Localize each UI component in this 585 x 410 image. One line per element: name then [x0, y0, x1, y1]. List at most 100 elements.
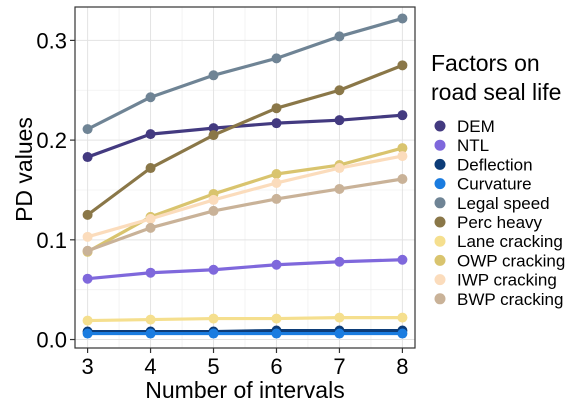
data-point-bwp-cracking: [145, 222, 156, 233]
legend-label: BWP cracking: [457, 290, 563, 309]
legend-item-bwp-cracking: BWP cracking: [434, 290, 563, 309]
plot-border: [74, 6, 416, 349]
data-point-iwp-cracking: [334, 163, 345, 174]
legend-label: Curvature: [457, 175, 532, 194]
data-point-curvature: [145, 328, 156, 339]
data-point-lane-cracking: [397, 312, 408, 323]
data-point-iwp-cracking: [397, 151, 408, 162]
legend-swatch: [434, 274, 446, 286]
data-point-dem: [145, 129, 156, 140]
legend-swatch: [434, 293, 446, 305]
legend-label: OWP cracking: [457, 251, 565, 270]
data-point-dem: [334, 115, 345, 126]
data-point-iwp-cracking: [145, 213, 156, 224]
data-point-ntl: [208, 264, 219, 275]
x-tick-label: 5: [207, 354, 219, 379]
series-ntl: [82, 254, 408, 284]
legend-swatch: [434, 254, 446, 266]
data-point-bwp-cracking: [208, 205, 219, 216]
data-point-ntl: [145, 267, 156, 278]
series-curvature: [82, 328, 408, 339]
y-tick-label: 0.0: [36, 328, 67, 353]
legend-title-line-1: Factors on: [431, 50, 540, 76]
data-point-iwp-cracking: [208, 194, 219, 205]
legend: Factors on road seal life DEMNTLDeflecti…: [431, 50, 565, 309]
series-legal-speed: [82, 13, 408, 135]
data-point-iwp-cracking: [271, 177, 282, 188]
series-line-iwp-cracking: [85, 154, 405, 239]
data-point-lane-cracking: [82, 315, 93, 326]
data-point-bwp-cracking: [271, 193, 282, 204]
axes: 0.0 0.1 0.2 0.3 3 4 5 6 7 8: [36, 28, 408, 379]
series-line-bwp-cracking: [85, 177, 405, 253]
series-line-ntl: [85, 258, 405, 281]
data-point-legal-speed: [271, 53, 282, 64]
legend-title-line-2: road seal life: [431, 79, 561, 105]
legend-label: IWP cracking: [457, 271, 557, 290]
data-point-ntl: [397, 254, 408, 265]
series-line-dem: [85, 113, 405, 159]
data-point-perc-heavy: [208, 130, 219, 141]
legend-label: Lane cracking: [457, 232, 563, 251]
series-iwp-cracking: [82, 151, 408, 242]
series-line-perc-heavy: [85, 63, 405, 217]
legend-swatch: [434, 197, 446, 209]
y-tick-label: 0.2: [36, 128, 67, 153]
data-point-bwp-cracking: [82, 245, 93, 256]
data-point-legal-speed: [334, 31, 345, 42]
x-tick-label: 8: [396, 354, 408, 379]
data-point-curvature: [82, 328, 93, 339]
legend-item-iwp-cracking: IWP cracking: [434, 271, 557, 290]
legend-item-dem: DEM: [434, 117, 495, 136]
grid: [75, 7, 415, 348]
legend-item-lane-cracking: Lane cracking: [434, 232, 563, 251]
data-point-bwp-cracking: [397, 173, 408, 184]
data-point-dem: [397, 110, 408, 121]
data-point-curvature: [208, 328, 219, 339]
legend-item-curvature: Curvature: [434, 175, 532, 194]
series-lane-cracking: [82, 312, 408, 326]
legend-item-perc-heavy: Perc heavy: [434, 213, 543, 232]
data-point-dem: [82, 152, 93, 163]
legend-label: NTL: [457, 136, 489, 155]
series-line-lane-cracking: [85, 315, 405, 323]
data-point-owp-cracking: [271, 169, 282, 180]
legend-label: DEM: [457, 117, 495, 136]
legend-swatch: [434, 120, 446, 132]
data-point-bwp-cracking: [334, 183, 345, 194]
legend-item-ntl: NTL: [434, 136, 489, 155]
data-point-legal-speed: [145, 92, 156, 103]
x-axis-title: Number of intervals: [145, 377, 344, 403]
series-dem: [82, 110, 408, 163]
data-point-curvature: [334, 328, 345, 339]
legend-item-deflection: Deflection: [434, 155, 533, 174]
data-point-perc-heavy: [145, 163, 156, 174]
legend-item-owp-cracking: OWP cracking: [434, 251, 565, 270]
data-point-lane-cracking: [334, 312, 345, 323]
data-point-ntl: [334, 256, 345, 267]
data-point-legal-speed: [208, 70, 219, 81]
data-point-ntl: [271, 259, 282, 270]
data-point-lane-cracking: [208, 313, 219, 324]
legend-swatch: [434, 235, 446, 247]
legend-swatch: [434, 139, 446, 151]
x-tick-label: 4: [144, 354, 156, 379]
legend-swatch: [434, 158, 446, 170]
y-tick-label: 0.3: [36, 28, 67, 53]
legend-label: Perc heavy: [457, 213, 543, 232]
x-tick-label: 3: [81, 354, 93, 379]
data-point-lane-cracking: [145, 314, 156, 325]
data-point-perc-heavy: [271, 103, 282, 114]
data-point-perc-heavy: [82, 209, 93, 220]
data-point-curvature: [271, 328, 282, 339]
data-point-legal-speed: [397, 13, 408, 24]
series-line-deflection: [85, 328, 405, 334]
legend-label: Deflection: [457, 155, 533, 174]
legend-item-legal-speed: Legal speed: [434, 194, 550, 213]
data-point-iwp-cracking: [82, 231, 93, 242]
y-axis-title: PD values: [11, 117, 37, 222]
data-point-perc-heavy: [334, 85, 345, 96]
data-point-owp-cracking: [397, 143, 408, 154]
